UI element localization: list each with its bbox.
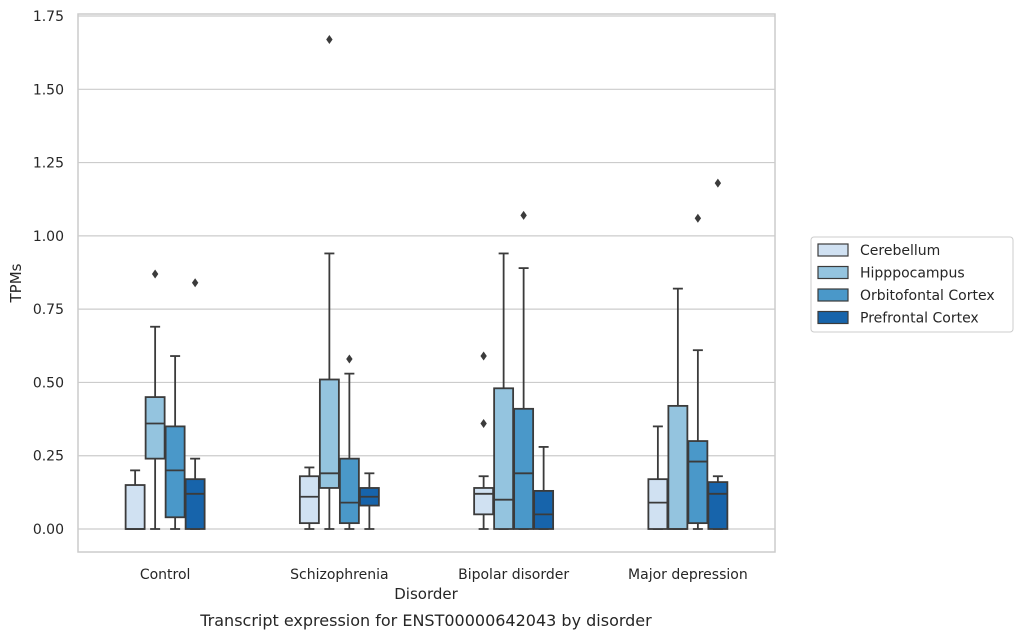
plot-frame	[77, 13, 776, 553]
legend-swatch	[817, 243, 849, 257]
gridlines	[78, 15, 775, 530]
outlier-point	[346, 354, 353, 364]
box-cerebellum	[298, 466, 320, 530]
y-tick-label: 1.75	[33, 9, 64, 25]
box-body	[533, 489, 555, 530]
legend-label: Prefrontal Cortex	[860, 311, 979, 327]
outlier-point	[480, 351, 487, 361]
legend-frame	[810, 236, 1014, 333]
box-body	[667, 404, 689, 530]
box-cerebellum	[473, 475, 495, 530]
box-body	[513, 407, 535, 530]
outlier-point	[714, 178, 722, 188]
box-body	[687, 440, 709, 525]
legend: Cerebellum Hipppocampus Orbitofontal Corte…	[810, 236, 1014, 333]
legend-label: Orbitofontal Cortex	[860, 288, 995, 304]
box-hipppocampus	[493, 252, 515, 530]
box-body	[493, 387, 515, 530]
box-body	[338, 457, 360, 525]
legend-swatch	[817, 288, 849, 302]
box-hipppocampus	[144, 325, 166, 530]
y-tick-label: 1.00	[33, 229, 64, 245]
box-body	[473, 487, 495, 516]
x-tick-label: Bipolar disorder	[458, 567, 569, 583]
box-prefrontal-cortex	[533, 446, 555, 530]
y-tick-label: 0.00	[33, 522, 64, 538]
box-prefrontal-cortex	[184, 457, 206, 530]
box-cerebellum	[124, 469, 146, 530]
y-axis-label: TPMs	[7, 263, 25, 303]
x-tick-label: Schizophrenia	[290, 567, 388, 583]
outlier-point	[694, 213, 702, 223]
y-tick-label: 0.50	[33, 375, 64, 391]
box-orbitofontal-cortex	[338, 372, 360, 530]
box-body	[707, 481, 729, 530]
boxes	[124, 252, 729, 530]
box-body	[647, 478, 669, 530]
outlier-point	[480, 418, 487, 428]
legend-swatch	[817, 265, 849, 280]
y-tick-label: 1.25	[33, 156, 64, 172]
legend-label: Hipppocampus	[860, 266, 965, 282]
outlier-point	[191, 278, 199, 288]
box-body	[124, 484, 146, 530]
box-hipppocampus	[318, 252, 340, 530]
x-axis-ticks: Control Schizophrenia Bipolar disorder Majo…	[140, 567, 748, 583]
box-prefrontal-cortex	[707, 475, 729, 530]
x-tick-label: Major depression	[628, 567, 748, 583]
box-orbitofontal-cortex	[687, 349, 709, 530]
y-tick-label: 0.75	[33, 302, 64, 318]
box-body	[184, 478, 206, 530]
outlier-point	[520, 210, 527, 220]
legend-label: Cerebellum	[860, 243, 940, 259]
x-axis-label: Disorder	[394, 585, 458, 603]
y-axis-ticks: 0.00 0.25 0.50 0.75 1.00 1.25 1.50 1.75	[33, 9, 64, 538]
box-body	[164, 425, 186, 519]
x-tick-label: Control	[140, 567, 191, 583]
box-prefrontal-cortex	[358, 472, 380, 530]
box-hipppocampus	[667, 287, 689, 530]
box-body	[144, 396, 166, 460]
box-orbitofontal-cortex	[164, 355, 186, 530]
box-body	[318, 378, 340, 489]
box-orbitofontal-cortex	[513, 267, 535, 530]
outlier-point	[151, 269, 159, 279]
box-cerebellum	[647, 425, 669, 530]
chart-caption: Transcript expression for ENST0000064204…	[199, 611, 652, 630]
legend-swatch	[817, 310, 849, 325]
outliers	[151, 34, 722, 428]
y-tick-label: 0.25	[33, 449, 64, 465]
outlier-point	[326, 34, 333, 44]
box-body	[298, 475, 320, 525]
y-tick-label: 1.50	[33, 82, 64, 98]
